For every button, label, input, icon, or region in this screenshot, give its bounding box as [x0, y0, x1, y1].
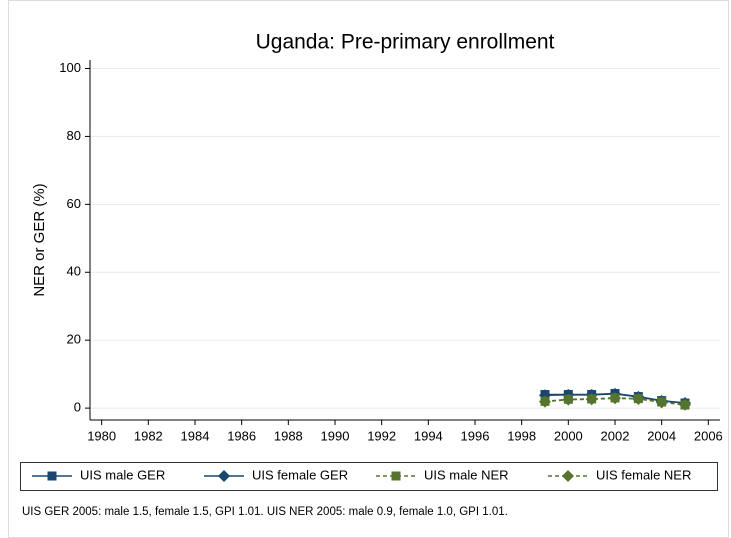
- y-tick-label: 100: [59, 60, 81, 75]
- legend-marker: [562, 470, 574, 482]
- y-axis-label: NER or GER (%): [31, 183, 48, 296]
- x-tick-label: 1998: [507, 428, 536, 443]
- y-tick-label: 60: [67, 196, 81, 211]
- marker: [539, 395, 551, 408]
- x-tick-label: 2004: [647, 428, 676, 443]
- marker: [655, 396, 668, 409]
- x-tick-label: 2006: [694, 428, 723, 443]
- x-tick-label: 1982: [134, 428, 163, 443]
- chart-title: Uganda: Pre-primary enrollment: [256, 31, 555, 54]
- marker: [632, 392, 645, 405]
- legend-marker: [47, 471, 57, 481]
- marker: [585, 393, 598, 406]
- x-tick-label: 1990: [321, 428, 350, 443]
- legend-box: [20, 462, 718, 491]
- x-tick-label: 1984: [181, 428, 210, 443]
- marker: [609, 392, 621, 405]
- note: UIS GER 2005: male 1.5, female 1.5, GPI …: [22, 506, 508, 518]
- marker: [679, 398, 691, 411]
- y-tick-label: 20: [67, 332, 81, 347]
- x-tick-label: 2000: [554, 428, 583, 443]
- x-tick-label: 1988: [274, 428, 303, 443]
- marker: [562, 393, 575, 406]
- legend-marker: [391, 471, 401, 481]
- x-tick-label: 1986: [227, 428, 256, 443]
- y-tick-label: 0: [74, 400, 81, 415]
- legend-label: UIS male NER: [424, 467, 509, 482]
- legend-label: UIS female NER: [596, 467, 691, 482]
- legend-marker: [218, 470, 230, 482]
- x-tick-label: 2002: [601, 428, 630, 443]
- x-tick-label: 1994: [414, 428, 443, 443]
- y-tick-label: 80: [67, 128, 81, 143]
- legend-label: UIS female GER: [252, 467, 348, 482]
- legend-label: UIS male GER: [80, 467, 165, 482]
- x-tick-label: 1996: [461, 428, 490, 443]
- x-tick-label: 1992: [367, 428, 396, 443]
- x-tick-label: 1980: [87, 428, 116, 443]
- frame: [8, 0, 729, 538]
- y-tick-label: 40: [67, 264, 81, 279]
